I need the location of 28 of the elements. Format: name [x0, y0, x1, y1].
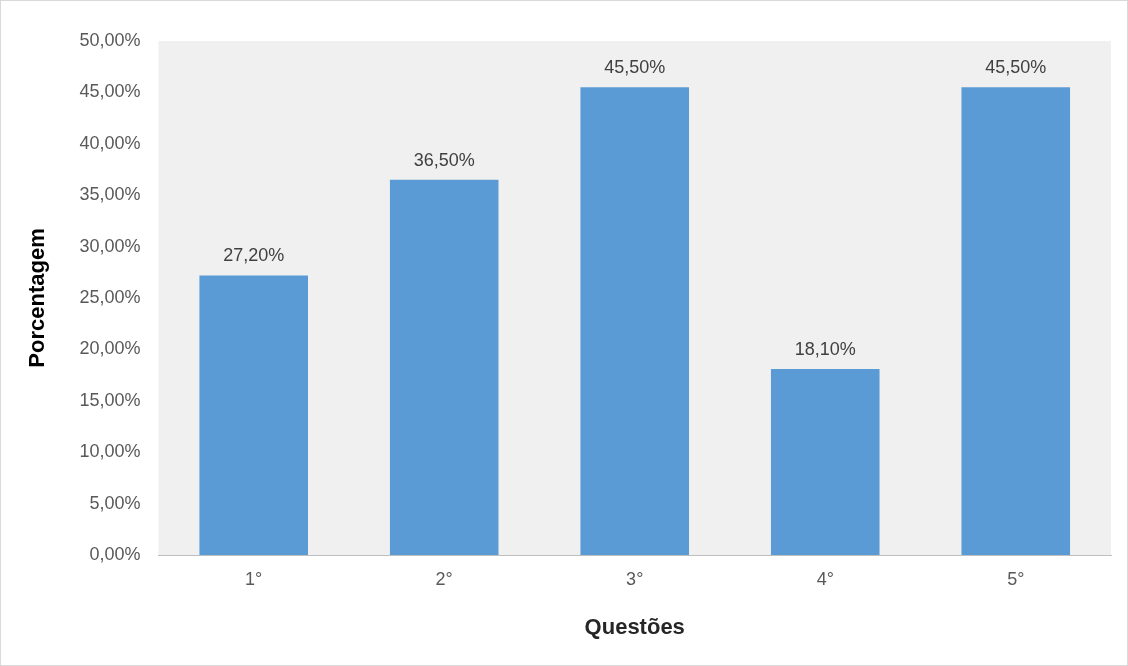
y-tick-label: 25,00%: [79, 286, 141, 307]
data-label: 45,50%: [985, 57, 1047, 78]
data-label: 45,50%: [604, 57, 666, 78]
y-tick-label: 0,00%: [89, 543, 141, 564]
y-tick-label: 40,00%: [79, 132, 141, 153]
bar: [580, 87, 690, 555]
y-tick-label: 50,00%: [79, 29, 141, 50]
bar: [389, 179, 499, 555]
bar: [961, 87, 1071, 555]
y-tick-label: 5,00%: [89, 492, 141, 513]
x-tick-label: 4°: [816, 568, 834, 589]
data-label: 27,20%: [223, 245, 285, 266]
y-tick-label: 10,00%: [79, 441, 141, 462]
data-label: 36,50%: [413, 149, 475, 170]
x-tick-label: 1°: [245, 568, 263, 589]
bar: [199, 275, 308, 555]
y-axis-title: Porcentagem: [24, 228, 50, 368]
y-tick-label: 15,00%: [79, 389, 141, 410]
x-tick-label: 5°: [1007, 568, 1025, 589]
y-tick-label: 20,00%: [79, 338, 141, 359]
data-label: 18,10%: [794, 338, 856, 359]
bar: [770, 368, 880, 555]
x-axis-title: Questões: [584, 613, 685, 639]
x-tick-label: 2°: [435, 568, 453, 589]
y-tick-label: 45,00%: [79, 81, 141, 102]
x-tick-label: 3°: [626, 568, 644, 589]
y-tick-label: 30,00%: [79, 235, 141, 256]
y-tick-label: 35,00%: [79, 184, 141, 205]
